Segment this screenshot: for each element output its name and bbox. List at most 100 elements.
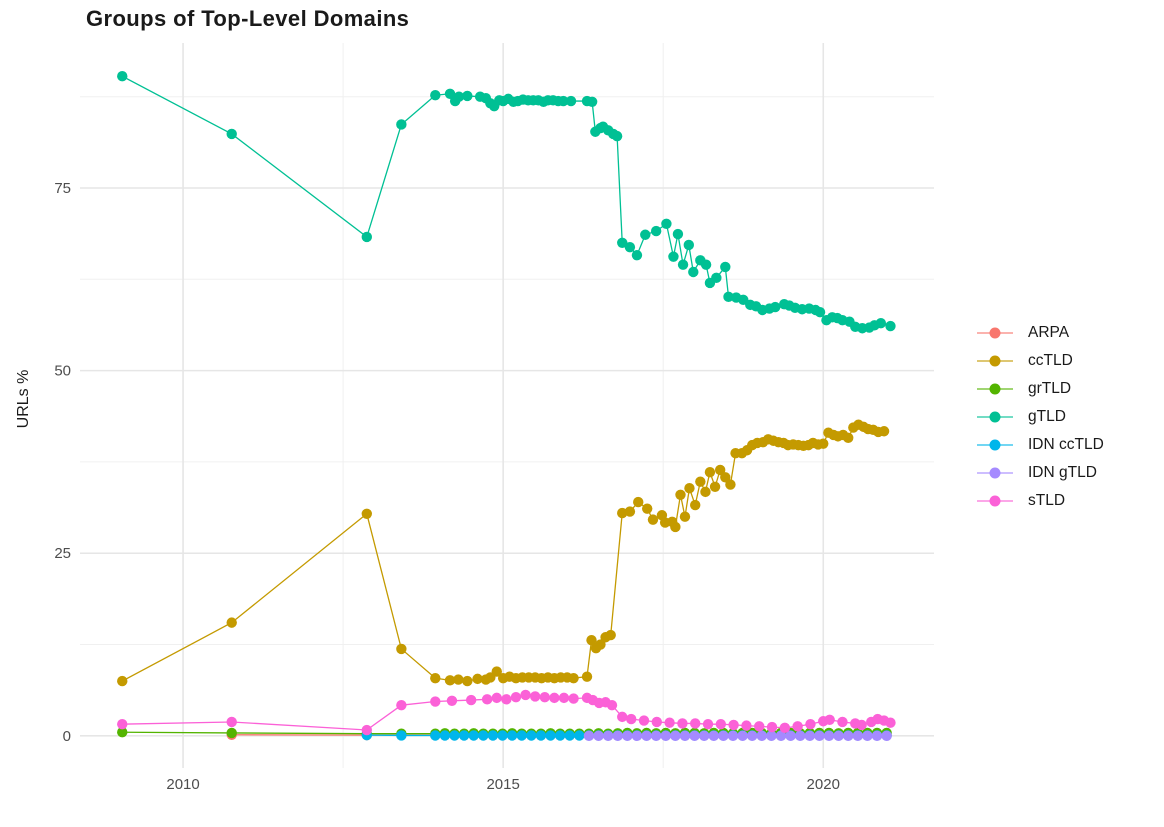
data-point-gtld xyxy=(631,250,643,261)
data-point-idn-cctld xyxy=(574,730,585,741)
data-point-cctld xyxy=(472,673,483,685)
y-axis-tick-label: 50 xyxy=(54,363,71,380)
legend-label-grtld: grTLD xyxy=(1028,380,1072,397)
data-point-cctld xyxy=(595,639,606,650)
data-point-stld xyxy=(885,717,896,728)
data-point-cctld xyxy=(709,481,721,492)
data-point-idn-gtld xyxy=(650,730,662,742)
data-point-cctld xyxy=(818,438,829,449)
data-point-stld xyxy=(625,713,637,725)
data-point-idn-gtld xyxy=(708,730,719,742)
data-point-cctld xyxy=(695,476,706,487)
data-point-cctld xyxy=(725,479,736,490)
data-point-gtld xyxy=(700,259,712,270)
data-point-idn-cctld xyxy=(554,730,566,741)
data-point-stld xyxy=(446,695,458,706)
legend-label-stld: sTLD xyxy=(1028,492,1066,509)
data-point-idn-cctld xyxy=(458,730,470,741)
legend-key-dot xyxy=(989,411,1001,423)
data-point-idn-cctld xyxy=(430,730,441,741)
data-point-gtld xyxy=(624,241,636,253)
data-point-idn-gtld xyxy=(756,730,767,742)
data-point-idn-cctld xyxy=(487,730,499,741)
data-point-cctld xyxy=(670,521,681,533)
data-point-gtld xyxy=(586,96,598,108)
data-point-idn-gtld xyxy=(746,730,758,742)
data-point-cctld xyxy=(675,489,686,501)
chart-title: Groups of Top-Level Domains xyxy=(86,6,410,31)
data-point-cctld xyxy=(714,464,726,476)
data-point-gtld xyxy=(661,218,672,229)
legend-key-dot xyxy=(989,467,1001,479)
legend-key-icon xyxy=(977,355,1013,367)
legend-key-icon xyxy=(977,383,1013,395)
data-point-cctld xyxy=(361,508,373,519)
x-axis-tick-label: 2015 xyxy=(486,776,519,793)
data-point-gtld xyxy=(677,259,689,270)
data-point-cctld xyxy=(843,432,854,444)
data-point-gtld xyxy=(226,128,237,140)
legend-item-idn-gtld: IDN gTLD xyxy=(976,459,1104,487)
data-point-idn-cctld xyxy=(526,730,537,741)
data-point-gtld xyxy=(617,237,628,248)
data-point-idn-gtld xyxy=(718,730,729,742)
data-point-idn-gtld xyxy=(823,730,835,742)
data-point-gtld xyxy=(462,90,473,102)
data-point-stld xyxy=(606,699,618,711)
data-point-stld xyxy=(481,694,493,705)
data-point-stld xyxy=(664,717,675,728)
data-point-cctld xyxy=(700,486,711,498)
data-point-idn-gtld xyxy=(689,730,700,742)
data-point-stld xyxy=(529,691,541,702)
legend-key-dot xyxy=(989,355,1001,367)
data-point-stld xyxy=(824,714,835,725)
data-point-idn-gtld xyxy=(785,730,796,742)
data-point-idn-cctld xyxy=(506,730,518,741)
data-point-stld xyxy=(491,692,502,704)
data-point-gtld xyxy=(453,91,465,102)
data-point-stld xyxy=(677,718,688,729)
data-point-gtld xyxy=(640,229,651,240)
data-point-idn-gtld xyxy=(602,730,614,742)
data-point-idn-gtld xyxy=(766,730,777,742)
data-point-stld xyxy=(741,720,752,731)
data-point-stld xyxy=(779,722,791,734)
legend-key-icon xyxy=(977,495,1013,507)
data-point-stld xyxy=(520,689,531,701)
data-point-gtld xyxy=(875,317,887,329)
data-point-stld xyxy=(539,691,550,703)
data-point-idn-cctld xyxy=(497,730,508,741)
legend-key-icon xyxy=(977,411,1013,423)
data-point-cctld xyxy=(679,511,691,522)
data-point-stld xyxy=(856,719,867,731)
data-point-gtld xyxy=(770,301,781,313)
data-point-stld xyxy=(617,711,628,723)
data-point-cctld xyxy=(568,672,579,684)
data-point-idn-gtld xyxy=(737,730,748,742)
data-point-idn-gtld xyxy=(843,730,854,742)
data-point-stld xyxy=(837,716,848,728)
data-point-gtld xyxy=(688,266,699,278)
data-point-stld xyxy=(754,721,765,732)
data-point-idn-gtld xyxy=(833,730,844,742)
data-point-stld xyxy=(396,699,407,711)
legend-item-stld: sTLD xyxy=(976,487,1104,515)
legend: ARPA ccTLD grTLD gTLD IDN ccTLD IDN gTLD sTLD xyxy=(976,319,1104,515)
data-point-gtld xyxy=(885,320,896,332)
data-point-idn-gtld xyxy=(698,730,710,742)
data-point-stld xyxy=(728,719,739,731)
legend-label-cctld: ccTLD xyxy=(1028,352,1073,369)
data-point-idn-gtld xyxy=(852,730,864,742)
data-point-stld xyxy=(651,716,663,728)
data-point-stld xyxy=(792,721,803,732)
data-point-idn-gtld xyxy=(641,730,652,742)
data-point-gtld xyxy=(117,71,128,82)
data-point-idn-gtld xyxy=(871,730,883,742)
data-point-cctld xyxy=(396,643,407,655)
data-point-gtld xyxy=(361,231,373,243)
data-point-gtld xyxy=(650,225,662,237)
data-point-cctld xyxy=(444,675,456,686)
data-point-stld xyxy=(702,718,714,730)
data-point-gtld xyxy=(668,251,679,262)
data-point-gtld xyxy=(683,239,695,251)
